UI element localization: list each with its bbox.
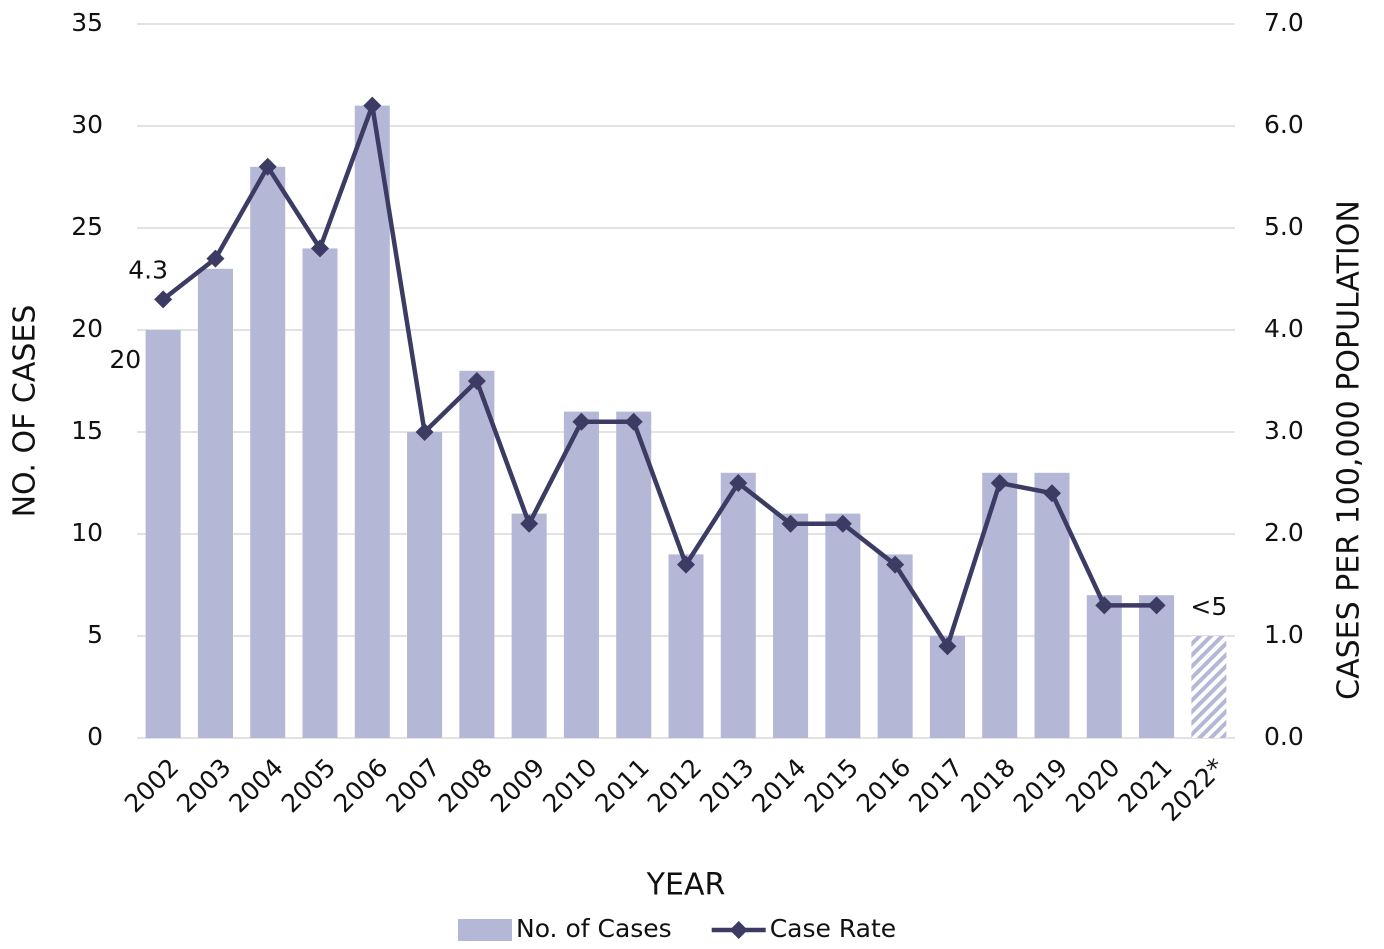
y-tick-label: 15 — [71, 416, 103, 445]
marker — [572, 412, 591, 431]
marker — [258, 157, 277, 176]
marker — [677, 555, 695, 574]
x-tick-label: 2010 — [537, 753, 602, 818]
marker — [833, 514, 852, 533]
y2-tick-label: 3.0 — [1264, 416, 1304, 445]
x-tick-label: 2008 — [433, 753, 498, 818]
data-label: 20 — [109, 345, 141, 374]
bar — [459, 370, 495, 738]
x-tick-label: 2016 — [851, 753, 916, 818]
marker — [154, 290, 173, 309]
bar — [145, 330, 181, 738]
x-tick-label: 2009 — [485, 753, 550, 818]
x-tick-label: 2002 — [119, 753, 184, 818]
y2-tick-label: 4.0 — [1264, 314, 1304, 343]
y-axis-title: NO. OF CASES — [8, 305, 43, 518]
bar — [511, 513, 547, 738]
y2-tick-label: 1.0 — [1264, 620, 1304, 649]
marker — [886, 555, 905, 574]
legend-label: Case Rate — [770, 914, 896, 943]
y2-tick-label: 5.0 — [1264, 212, 1304, 241]
y-tick-label: 20 — [71, 314, 103, 343]
bar — [1086, 595, 1122, 738]
marker — [781, 514, 800, 533]
line — [161, 103, 1157, 649]
y-tick-label: 30 — [71, 110, 103, 139]
x-tick-label: 2003 — [171, 753, 236, 818]
y2-tick-label: 0.0 — [1264, 722, 1304, 751]
x-axis-title: YEAR — [646, 868, 726, 903]
bar — [668, 554, 704, 738]
x-tick-label: 2015 — [799, 753, 864, 818]
marker — [206, 249, 225, 268]
y-tick-label: 10 — [71, 518, 103, 547]
x-tick-label: 2005 — [276, 753, 341, 818]
marker — [415, 423, 434, 441]
bar — [197, 268, 233, 738]
x-tick-label: 2007 — [380, 753, 445, 818]
bar — [354, 105, 390, 739]
bar — [720, 472, 756, 738]
marker — [1095, 596, 1114, 615]
y2-tick-label: 2.0 — [1264, 518, 1304, 547]
x-tick-label: 2017 — [903, 753, 968, 818]
y-tick-label: 5 — [87, 620, 103, 649]
y-tick-label: 25 — [71, 212, 103, 241]
bar — [1034, 472, 1070, 738]
x-tick-label: 2014 — [746, 753, 811, 818]
marker — [624, 412, 643, 431]
marker — [938, 637, 957, 656]
x-tick-label: 2018 — [955, 753, 1020, 818]
y2-tick-label: 6.0 — [1264, 110, 1304, 139]
y-tick-label: 0 — [87, 722, 103, 751]
bar — [982, 472, 1018, 738]
marker — [1043, 484, 1061, 503]
bar — [825, 513, 861, 738]
data-label: <5 — [1190, 592, 1227, 621]
bar — [407, 432, 443, 738]
marker — [729, 474, 748, 492]
marker — [363, 96, 382, 115]
legend-swatch — [458, 919, 512, 941]
bar — [1139, 595, 1175, 738]
x-tick-label: 2004 — [223, 753, 288, 818]
marker — [520, 514, 539, 533]
x-tick-label: 2013 — [694, 753, 759, 818]
data-label: 4.3 — [128, 255, 168, 284]
bar — [1191, 636, 1227, 738]
y-tick-label: 35 — [71, 8, 103, 37]
x-tick-label: 2012 — [642, 753, 707, 818]
bar — [302, 248, 338, 738]
bar — [250, 166, 286, 739]
marker — [311, 239, 329, 258]
y2-axis-title: CASES PER 100,000 POPULATION — [1332, 200, 1367, 700]
x-tick-label: 2020 — [1060, 753, 1125, 818]
marker — [990, 474, 1009, 492]
marker — [467, 372, 486, 390]
legend-marker — [729, 921, 748, 939]
x-tick-label: 2006 — [328, 753, 393, 818]
y2-tick-label: 7.0 — [1264, 8, 1304, 37]
bar — [616, 411, 652, 738]
x-tick-label: 2019 — [1008, 753, 1073, 818]
legend-label: No. of Cases — [516, 914, 672, 943]
bar — [773, 513, 809, 738]
x-tick-label: 2011 — [589, 753, 654, 818]
marker — [1147, 596, 1166, 615]
bar — [563, 411, 599, 738]
